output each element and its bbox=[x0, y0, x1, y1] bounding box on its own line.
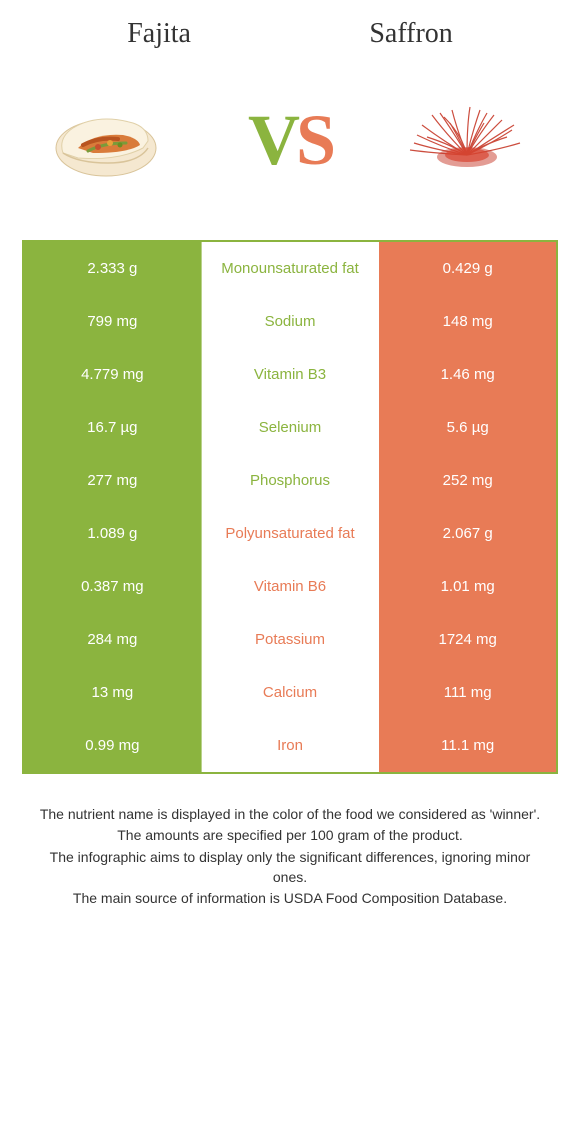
right-value-cell: 2.067 g bbox=[379, 507, 556, 560]
saffron-image bbox=[402, 90, 532, 190]
nutrient-label-cell: Polyunsaturated fat bbox=[202, 507, 380, 560]
left-value-cell: 799 mg bbox=[24, 295, 202, 348]
left-value-cell: 0.387 mg bbox=[24, 560, 202, 613]
saffron-icon bbox=[402, 95, 532, 185]
fajita-icon bbox=[48, 93, 178, 188]
right-value-cell: 1.46 mg bbox=[379, 348, 556, 401]
table-row: 0.99 mgIron11.1 mg bbox=[24, 719, 556, 772]
left-value-cell: 277 mg bbox=[24, 454, 202, 507]
left-value-cell: 16.7 µg bbox=[24, 401, 202, 454]
table-row: 16.7 µgSelenium5.6 µg bbox=[24, 401, 556, 454]
right-value-cell: 148 mg bbox=[379, 295, 556, 348]
table-row: 277 mgPhosphorus252 mg bbox=[24, 454, 556, 507]
right-value-cell: 1724 mg bbox=[379, 613, 556, 666]
table-row: 0.387 mgVitamin B61.01 mg bbox=[24, 560, 556, 613]
right-value-cell: 252 mg bbox=[379, 454, 556, 507]
nutrient-label-cell: Sodium bbox=[202, 295, 380, 348]
nutrient-label-cell: Selenium bbox=[202, 401, 380, 454]
right-value-cell: 0.429 g bbox=[379, 242, 556, 295]
right-value-cell: 5.6 µg bbox=[379, 401, 556, 454]
footer-line: The main source of information is USDA F… bbox=[38, 888, 542, 908]
left-food-title: Fajita bbox=[127, 18, 191, 50]
nutrient-label-cell: Monounsaturated fat bbox=[202, 242, 380, 295]
table-row: 799 mgSodium148 mg bbox=[24, 295, 556, 348]
nutrient-label-cell: Calcium bbox=[202, 666, 380, 719]
left-value-cell: 0.99 mg bbox=[24, 719, 202, 772]
nutrient-label-cell: Vitamin B3 bbox=[202, 348, 380, 401]
footer-line: The nutrient name is displayed in the co… bbox=[38, 804, 542, 824]
nutrient-label-cell: Vitamin B6 bbox=[202, 560, 380, 613]
nutrient-label-cell: Iron bbox=[202, 719, 380, 772]
footer-notes: The nutrient name is displayed in the co… bbox=[18, 774, 562, 908]
nutrient-label-cell: Phosphorus bbox=[202, 454, 380, 507]
vs-s: S bbox=[296, 99, 332, 182]
hero-row: VS bbox=[18, 80, 562, 230]
fajita-image bbox=[48, 90, 178, 190]
right-food-title: Saffron bbox=[369, 18, 452, 50]
left-value-cell: 2.333 g bbox=[24, 242, 202, 295]
table-row: 13 mgCalcium111 mg bbox=[24, 666, 556, 719]
vs-v: V bbox=[248, 99, 296, 182]
vs-label: VS bbox=[248, 99, 332, 182]
nutrient-table: 2.333 gMonounsaturated fat0.429 g799 mgS… bbox=[22, 240, 558, 774]
footer-line: The amounts are specified per 100 gram o… bbox=[38, 825, 542, 845]
left-value-cell: 13 mg bbox=[24, 666, 202, 719]
right-value-cell: 11.1 mg bbox=[379, 719, 556, 772]
table-row: 4.779 mgVitamin B31.46 mg bbox=[24, 348, 556, 401]
right-value-cell: 111 mg bbox=[379, 666, 556, 719]
left-value-cell: 284 mg bbox=[24, 613, 202, 666]
header: Fajita Saffron bbox=[18, 18, 562, 50]
table-row: 1.089 gPolyunsaturated fat2.067 g bbox=[24, 507, 556, 560]
table-row: 2.333 gMonounsaturated fat0.429 g bbox=[24, 242, 556, 295]
nutrient-label-cell: Potassium bbox=[202, 613, 380, 666]
left-value-cell: 4.779 mg bbox=[24, 348, 202, 401]
table-row: 284 mgPotassium1724 mg bbox=[24, 613, 556, 666]
left-value-cell: 1.089 g bbox=[24, 507, 202, 560]
footer-line: The infographic aims to display only the… bbox=[38, 847, 542, 888]
right-value-cell: 1.01 mg bbox=[379, 560, 556, 613]
